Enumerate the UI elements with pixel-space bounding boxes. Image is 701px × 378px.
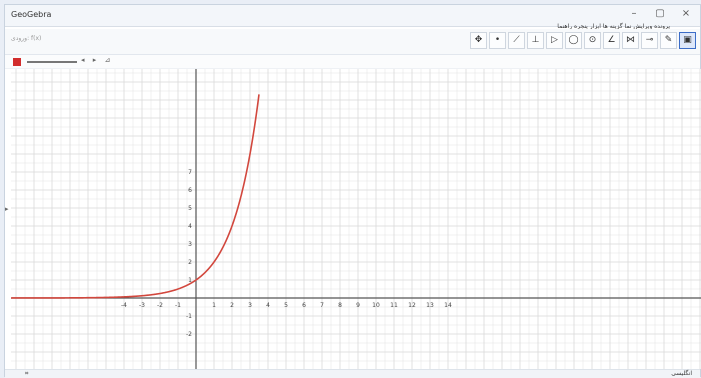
point-tool-icon[interactable]: • xyxy=(489,32,506,49)
y-tick-label: 3 xyxy=(188,241,192,248)
x-tick-label: 3 xyxy=(248,302,252,309)
language-indicator[interactable]: انگلیسی xyxy=(671,370,692,377)
x-tick-label: 6 xyxy=(302,302,306,309)
x-tick-label: -3 xyxy=(139,302,145,309)
x-tick-label: 5 xyxy=(284,302,288,309)
color-swatch[interactable] xyxy=(13,58,21,66)
circle-tool-icon[interactable]: ◯ xyxy=(565,32,582,49)
x-tick-label: -2 xyxy=(157,302,163,309)
x-tick-label: 13 xyxy=(426,302,434,309)
perpendicular-tool-icon[interactable]: ⊥ xyxy=(527,32,544,49)
y-tick-label: 2 xyxy=(188,259,192,266)
y-tick-label: 7 xyxy=(188,169,192,176)
y-tick-label: -1 xyxy=(186,313,192,320)
line-tool-icon[interactable]: ⟋ xyxy=(508,32,525,49)
x-tick-label: 8 xyxy=(338,302,342,309)
x-tick-label: 12 xyxy=(408,302,416,309)
pen-tool-icon[interactable]: ✎ xyxy=(660,32,677,49)
x-tick-label: 9 xyxy=(356,302,360,309)
x-tick-label: 1 xyxy=(212,302,216,309)
close-button[interactable]: × xyxy=(678,7,694,21)
graphics-view[interactable]: -4 -3 -2 -1 1 2 3 4 5 6 7 8 9 10 11 12 13 14 -2 -1 1 2 3 4 5 6 7 xyxy=(11,69,701,369)
x-tick-label: 10 xyxy=(372,302,380,309)
window-controls: – ▢ × xyxy=(626,7,694,21)
polygon-tool-icon[interactable]: ▷ xyxy=(546,32,563,49)
sidebar-handle-icon[interactable]: ▸ xyxy=(5,205,9,213)
app-window: GeoGebra – ▢ × پرونده ویرایش نما گزینه ه… xyxy=(4,4,701,377)
move-tool-icon[interactable]: ✥ xyxy=(470,32,487,49)
y-tick-label: 6 xyxy=(188,187,192,194)
graphics-tool-icon[interactable]: ▣ xyxy=(679,32,696,49)
x-tick-label: -4 xyxy=(121,302,127,309)
toolbar: ورودی: f(x) ✥ • ⟋ ⊥ ▷ ◯ ⊙ ∠ ⋈ ⊸ ✎ ▣ xyxy=(5,29,700,55)
angle-tool-icon[interactable]: ∠ xyxy=(603,32,620,49)
ellipse-tool-icon[interactable]: ⊙ xyxy=(584,32,601,49)
input-bar[interactable]: ورودی: f(x) xyxy=(11,35,41,42)
line-style-selector[interactable] xyxy=(27,61,77,63)
reflect-tool-icon[interactable]: ⋈ xyxy=(622,32,639,49)
x-tick-label: 4 xyxy=(266,302,270,309)
x-tick-label: 7 xyxy=(320,302,324,309)
slider-tool-icon[interactable]: ⊸ xyxy=(641,32,658,49)
x-tick-label: 2 xyxy=(230,302,234,309)
tool-buttons: ✥ • ⟋ ⊥ ▷ ◯ ⊙ ∠ ⋈ ⊸ ✎ ▣ xyxy=(470,32,696,49)
x-tick-label: 11 xyxy=(390,302,398,309)
y-tick-label: 4 xyxy=(188,223,192,230)
y-tick-label: -2 xyxy=(186,331,192,338)
x-tick-label: -1 xyxy=(175,302,181,309)
y-tick-label: 5 xyxy=(188,205,192,212)
function-curve[interactable] xyxy=(11,94,259,298)
style-icons[interactable]: ◂ ▸ ⊿ xyxy=(81,56,113,64)
maximize-button[interactable]: ▢ xyxy=(652,7,668,21)
x-tick-label: 14 xyxy=(444,302,452,309)
style-bar: ◂ ▸ ⊿ xyxy=(5,55,700,69)
minimize-button[interactable]: – xyxy=(626,7,642,21)
app-title: GeoGebra xyxy=(11,10,51,19)
